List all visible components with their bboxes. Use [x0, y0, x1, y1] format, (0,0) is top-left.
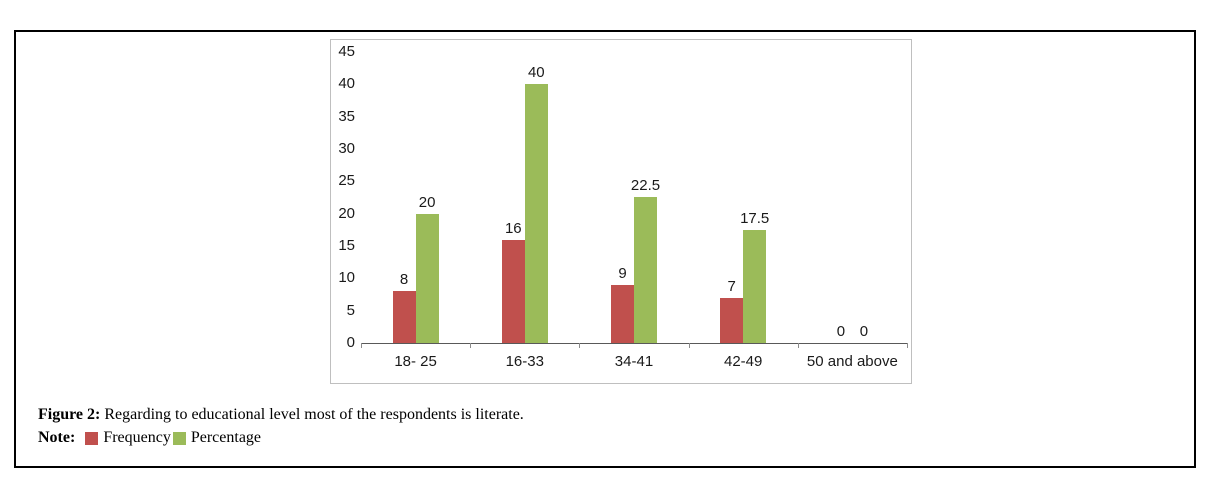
- x-axis-category-label: 18- 25: [394, 353, 437, 370]
- figure-caption: Figure 2: Regarding to educational level …: [38, 406, 524, 424]
- x-axis-tick: [907, 343, 908, 348]
- percentage-legend-swatch: [172, 431, 186, 445]
- figure-caption-label: Figure 2:: [38, 406, 101, 423]
- note-label: Note:: [38, 429, 76, 446]
- bar-frequency-42-49: [720, 298, 744, 343]
- y-axis-tick-label: 35: [338, 107, 355, 125]
- y-axis-tick-label: 10: [338, 269, 355, 287]
- x-axis-tick: [797, 343, 799, 348]
- bar-value-label: 22.5: [630, 177, 661, 194]
- bar-value-label: 20: [418, 194, 436, 211]
- bar-frequency-16-33: [501, 240, 525, 343]
- bar-value-label: 40: [527, 64, 545, 81]
- bar-percentage-34-41: [634, 197, 657, 343]
- bar-value-label: 8: [399, 271, 409, 288]
- y-axis-tick-label: 20: [338, 204, 355, 222]
- bar-value-label: 0: [859, 323, 869, 340]
- figure-border-box: 0 5 10 15 20 25 30 35 40 45 18- 25 8 20 16-33 16 40 34-4…: [14, 30, 1196, 468]
- bar-value-label: 9: [618, 265, 627, 282]
- bar-value-label: 7: [727, 278, 736, 295]
- x-axis-tick: [688, 343, 690, 348]
- percentage-legend-label: Percentage: [190, 429, 262, 446]
- x-axis-tick: [579, 343, 581, 348]
- x-axis-category-label: 42-49: [724, 353, 763, 370]
- y-axis-tick-label: 5: [346, 301, 355, 319]
- frequency-legend-label: Frequency: [103, 429, 171, 446]
- x-axis-tick: [361, 343, 362, 348]
- bar-frequency-34-41: [611, 285, 634, 343]
- bar-value-label: 0: [836, 323, 846, 340]
- frequency-legend-swatch: [85, 431, 99, 445]
- y-axis-tick-label: 0: [346, 334, 355, 351]
- figure-caption-text: Regarding to educational level most of t…: [104, 406, 524, 423]
- bar-value-label: 16: [504, 220, 522, 237]
- y-axis-tick-label: 25: [338, 172, 355, 190]
- bar-chart: 0 5 10 15 20 25 30 35 40 45 18- 25 8 20 16-33 16 40 34-4…: [330, 39, 912, 384]
- y-axis-tick-label: 30: [338, 140, 355, 157]
- y-axis-tick-label: 15: [338, 237, 355, 254]
- note-line: Note: Frequency Percentage: [38, 429, 261, 447]
- bar-percentage-18-25: [415, 214, 439, 343]
- x-axis-category-label: 34-41: [614, 353, 654, 370]
- x-axis-category-label: 16-33: [505, 353, 544, 370]
- y-axis-tick-label: 45: [338, 43, 355, 60]
- bar-percentage-16-33: [524, 84, 548, 343]
- bar-frequency-18-25: [392, 291, 416, 343]
- x-axis-category-label: 50 and above: [806, 353, 898, 370]
- y-axis-tick-label: 40: [338, 75, 355, 93]
- bar-percentage-42-49: [743, 230, 767, 343]
- bar-value-label: 17.5: [740, 210, 770, 227]
- x-axis-tick: [470, 343, 472, 348]
- x-axis-line: [361, 343, 907, 344]
